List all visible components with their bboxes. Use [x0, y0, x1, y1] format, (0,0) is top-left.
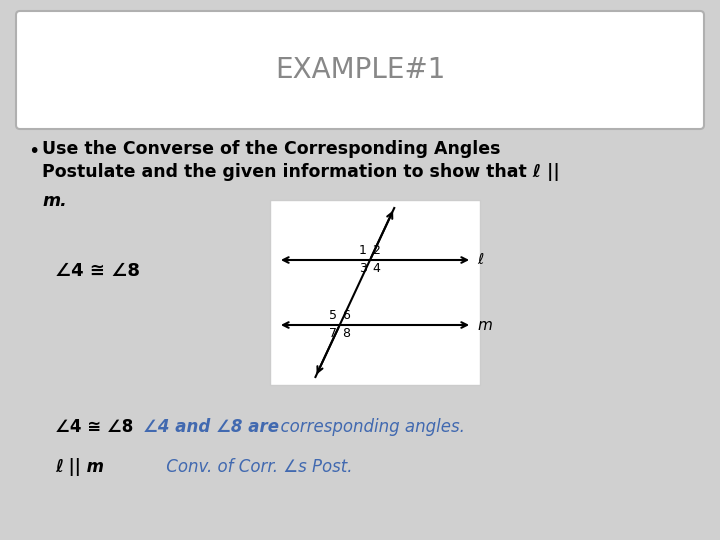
Text: 7: 7: [329, 327, 337, 340]
FancyBboxPatch shape: [270, 200, 480, 385]
Text: m.: m.: [42, 192, 67, 210]
Text: ℓ: ℓ: [477, 253, 483, 267]
Text: •: •: [28, 142, 40, 161]
Text: 3: 3: [359, 262, 367, 275]
Text: 8: 8: [342, 327, 350, 340]
Text: ∠4 and ∠8 are: ∠4 and ∠8 are: [143, 418, 279, 436]
Text: ∠4 ≅ ∠8: ∠4 ≅ ∠8: [55, 262, 140, 280]
Text: ℓ || m: ℓ || m: [55, 458, 104, 476]
Text: Conv. of Corr. ∠s Post.: Conv. of Corr. ∠s Post.: [140, 458, 353, 476]
Text: Postulate and the given information to show that ℓ ||: Postulate and the given information to s…: [42, 163, 559, 181]
Text: corresponding angles.: corresponding angles.: [270, 418, 465, 436]
Text: 5: 5: [329, 309, 337, 322]
Text: Use the Converse of the Corresponding Angles: Use the Converse of the Corresponding An…: [42, 140, 500, 158]
Text: 1: 1: [359, 244, 367, 257]
Text: ∠4 ≅ ∠8: ∠4 ≅ ∠8: [55, 418, 133, 436]
Text: m: m: [477, 318, 492, 333]
Text: 2: 2: [372, 244, 380, 257]
FancyBboxPatch shape: [16, 11, 704, 129]
Text: 6: 6: [342, 309, 350, 322]
Text: EXAMPLE#1: EXAMPLE#1: [275, 56, 445, 84]
Text: 4: 4: [372, 262, 380, 275]
